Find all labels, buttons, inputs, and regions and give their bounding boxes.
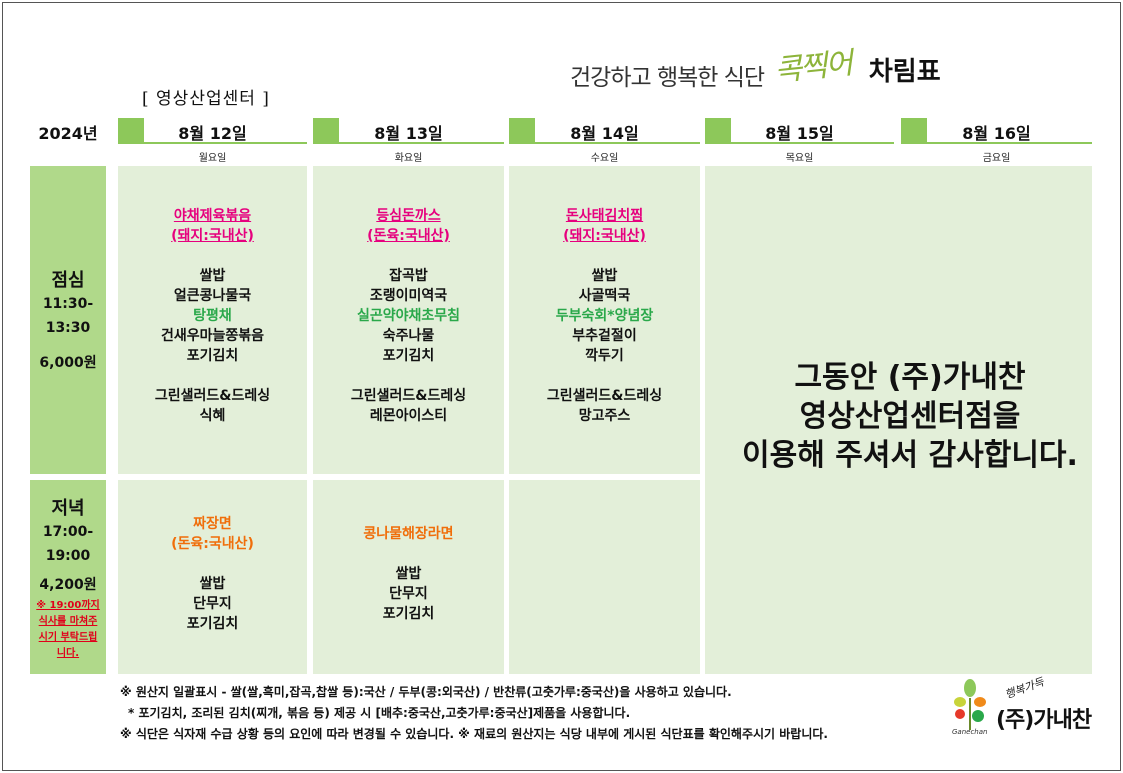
lunch-cell-mon: 야채제육볶음 (돼지:국내산) 쌀밥 얼큰콩나물국 탕평채 건새우마늘쫑볶음 포… xyxy=(118,166,307,474)
day-marker xyxy=(509,118,535,142)
menu-title: 건강하고 행복한 식단 콕찍어 차림표 xyxy=(570,46,941,92)
menu-item: 얼큰콩나물국 xyxy=(173,288,252,304)
day-marker xyxy=(118,118,144,142)
menu-item: 부추겉절이 xyxy=(572,328,637,344)
dinner-cell-wed xyxy=(509,480,700,674)
menu-item: 단무지 xyxy=(389,586,428,602)
day-date: 8월 13일 xyxy=(374,124,443,143)
menu-item: 탕평채 xyxy=(193,308,232,324)
title-phrase: 건강하고 행복한 식단 xyxy=(570,65,765,91)
meal-price: 6,000원 xyxy=(39,355,97,371)
main-dish: 짜장면 xyxy=(193,516,232,532)
logo-slogan: 행복가득 xyxy=(1003,675,1046,702)
thank-you-message: 그동안 (주)가내찬 영상산업센터점을 이용해 주셔서 감사합니다. xyxy=(705,358,1115,475)
day-weekday: 화요일 xyxy=(394,153,423,164)
meal-name: 점심 xyxy=(51,270,85,291)
company-logo: 행복가득 (주)가내찬 Ganechan xyxy=(952,675,1092,744)
day-header-mon: 8월 12일 xyxy=(118,118,307,144)
menu-list: 등심돈까스 (돈육:국내산) 잡곡밥 조랭이미역국 실곤약야채초무침 숙주나물 … xyxy=(313,206,504,426)
menu-item: 그린샐러드&드레싱 xyxy=(350,388,467,404)
menu-item: 그린샐러드&드레싱 xyxy=(154,388,271,404)
meal-time-start: 11:30- xyxy=(42,296,94,312)
menu-item: 레몬아이스티 xyxy=(369,408,448,424)
year-label: 2024년 xyxy=(38,124,98,143)
menu-item: 쌀밥 xyxy=(199,576,226,592)
menu-item: 두부숙회*양념장 xyxy=(555,308,654,324)
day-date: 8월 14일 xyxy=(570,124,639,143)
main-dish-origin: (돈육:국내산) xyxy=(171,536,254,552)
meal-time-start: 17:00- xyxy=(42,524,94,540)
meal-time-end: 19:00 xyxy=(45,548,91,564)
dinner-cell-mon: 짜장면 (돈육:국내산) 쌀밥 단무지 포기김치 xyxy=(118,480,307,674)
lunch-label: 점심 11:30- 13:30 6,000원 xyxy=(30,166,106,474)
main-dish: 야채제육볶음 xyxy=(173,208,252,224)
origin-footnotes: ※ 원산지 일괄표시 - 쌀(쌀,흑미,잡곡,찹쌀 등):국산 / 두부(콩:외… xyxy=(120,682,828,745)
day-date: 8월 15일 xyxy=(765,124,834,143)
menu-item: 깍두기 xyxy=(585,348,624,364)
menu-item: 포기김치 xyxy=(382,348,435,364)
day-date: 8월 12일 xyxy=(178,124,247,143)
lunch-cell-tue: 등심돈까스 (돈육:국내산) 잡곡밥 조랭이미역국 실곤약야채초무침 숙주나물 … xyxy=(313,166,504,474)
location-label: [ 영상산업센터 ] xyxy=(142,89,270,109)
menu-item: 조랭이미역국 xyxy=(369,288,448,304)
menu-item: 사골떡국 xyxy=(578,288,631,304)
menu-item: 잡곡밥 xyxy=(389,268,428,284)
day-marker xyxy=(901,118,927,142)
menu-item: 포기김치 xyxy=(186,616,239,632)
closed-notice-cell xyxy=(705,166,1092,674)
thanks-line: 이용해 주셔서 감사합니다. xyxy=(742,438,1078,473)
menu-item: 단무지 xyxy=(193,596,232,612)
dinner-label: 저녁 17:00- 19:00 4,200원 ※ 19:00까지 식사를 마쳐주… xyxy=(30,480,106,674)
day-header-tue: 8월 13일 xyxy=(313,118,504,144)
day-weekday: 목요일 xyxy=(785,153,814,164)
meal-time-end: 13:30 xyxy=(45,320,91,336)
menu-item: 쌀밥 xyxy=(199,268,226,284)
menu-item: 그린샐러드&드레싱 xyxy=(546,388,663,404)
day-weekday: 금요일 xyxy=(982,153,1011,164)
logo-english: Ganechan xyxy=(952,728,988,736)
main-dish: 돈사태김치찜 xyxy=(565,208,644,224)
main-dish-origin: (돼지:국내산) xyxy=(563,228,646,244)
menu-list: 야채제육볶음 (돼지:국내산) 쌀밥 얼큰콩나물국 탕평채 건새우마늘쫑볶음 포… xyxy=(118,206,307,426)
footnote-line: * 포기김치, 조리된 김치(찌개, 볶음 등) 제공 시 [배추:중국산,고춧… xyxy=(128,706,631,720)
menu-item: 망고주스 xyxy=(578,408,631,424)
menu-item: 포기김치 xyxy=(382,606,435,622)
menu-item: 식혜 xyxy=(199,408,226,424)
logo-name: (주)가내찬 xyxy=(996,708,1092,733)
dinner-cell-tue: 콩나물해장라면 쌀밥 단무지 포기김치 xyxy=(313,480,504,674)
menu-item: 쌀밥 xyxy=(395,566,422,582)
menu-item: 건새우마늘쫑볶음 xyxy=(160,328,265,344)
main-dish-origin: (돼지:국내산) xyxy=(171,228,254,244)
meal-price: 4,200원 xyxy=(39,577,97,593)
day-marker xyxy=(705,118,731,142)
title-main: 차림표 xyxy=(868,57,941,87)
brand-script: 콕찍어 xyxy=(772,46,853,89)
menu-item: 포기김치 xyxy=(186,348,239,364)
menu-item: 쌀밥 xyxy=(591,268,618,284)
day-marker xyxy=(313,118,339,142)
menu-item: 숙주나물 xyxy=(382,328,435,344)
menu-list: 콩나물해장라면 쌀밥 단무지 포기김치 xyxy=(313,524,504,624)
day-date: 8월 16일 xyxy=(962,124,1031,143)
day-header-wed: 8월 14일 xyxy=(509,118,700,144)
thanks-line: 영상산업센터점을 xyxy=(799,399,1021,434)
menu-list: 짜장면 (돈육:국내산) 쌀밥 단무지 포기김치 xyxy=(118,514,307,634)
main-dish: 등심돈까스 xyxy=(376,208,441,224)
day-header-fri: 8월 16일 xyxy=(901,118,1092,144)
menu-list: 돈사태김치찜 (돼지:국내산) 쌀밥 사골떡국 두부숙회*양념장 부추겉절이 깍… xyxy=(509,206,700,426)
main-dish: 콩나물해장라면 xyxy=(363,526,454,542)
day-header-thu: 8월 15일 xyxy=(705,118,894,144)
dinner-note: ※ 19:00까지 식사를 마쳐주시기 부탁드립니다. xyxy=(36,600,100,659)
lunch-cell-wed: 돈사태김치찜 (돼지:국내산) 쌀밥 사골떡국 두부숙회*양념장 부추겉절이 깍… xyxy=(509,166,700,474)
leaf-logo-icon xyxy=(954,679,986,730)
footnote-line: ※ 원산지 일괄표시 - 쌀(쌀,흑미,잡곡,찹쌀 등):국산 / 두부(콩:외… xyxy=(120,685,732,699)
thanks-line: 그동안 (주)가내찬 xyxy=(794,360,1026,395)
day-weekday: 월요일 xyxy=(198,153,227,164)
meal-name: 저녁 xyxy=(51,498,85,519)
day-weekday: 수요일 xyxy=(590,153,619,164)
footnote-line: ※ 식단은 식자재 수급 상황 등의 요인에 따라 변경될 수 있습니다. ※ … xyxy=(120,727,828,741)
main-dish-origin: (돈육:국내산) xyxy=(367,228,450,244)
menu-item: 실곤약야채초무침 xyxy=(356,308,461,324)
